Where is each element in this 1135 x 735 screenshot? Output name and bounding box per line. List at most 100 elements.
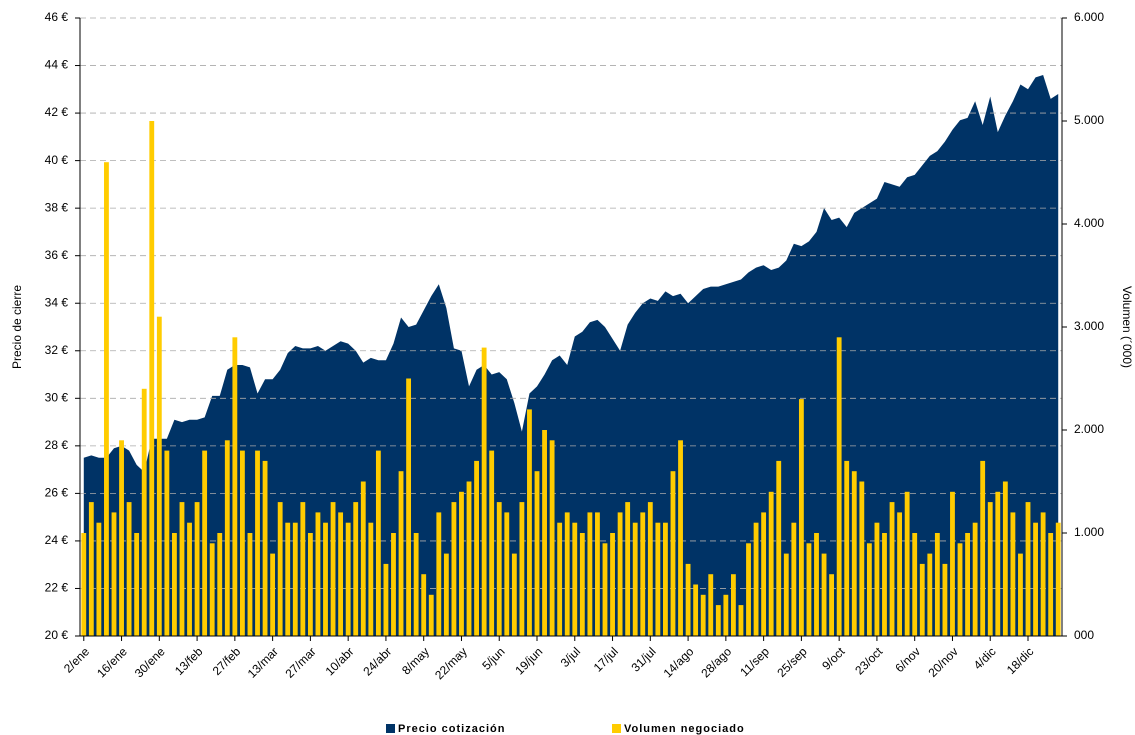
x-tick-label: 6/nov <box>892 644 923 675</box>
volume-bar <box>134 533 140 636</box>
volume-bar <box>980 460 986 636</box>
x-tick-label: 24/abr <box>360 644 394 678</box>
volume-bar <box>413 533 419 636</box>
volume-bar <box>421 574 427 636</box>
y2-tick-label: 5.000 <box>1074 113 1104 127</box>
x-tick-label: 28/ago <box>698 644 734 680</box>
volume-bar <box>557 522 563 636</box>
volume-bar <box>934 533 940 636</box>
volume-bar <box>217 533 223 636</box>
volume-bar <box>549 440 555 636</box>
volume-bar <box>481 347 487 636</box>
volume-bar <box>504 512 510 636</box>
volume-bar <box>942 563 948 636</box>
volume-bar <box>247 533 253 636</box>
volume-bar <box>987 502 993 636</box>
x-tick-label: 25/sep <box>774 644 810 680</box>
y-tick-label: 20 € <box>45 628 69 642</box>
volume-bar <box>81 533 87 636</box>
volume-bar <box>209 543 215 636</box>
volume-bar <box>572 522 578 636</box>
legend-swatch <box>612 724 621 733</box>
x-tick-label: 14/ago <box>661 644 697 680</box>
volume-bar <box>851 471 857 636</box>
y-tick-label: 32 € <box>45 343 69 357</box>
volume-bar <box>602 543 608 636</box>
volume-bar <box>972 522 978 636</box>
volume-bar <box>172 533 177 636</box>
x-tick-label: 9/oct <box>819 644 848 673</box>
x-tick-label: 30/ene <box>132 644 168 680</box>
volume-bar <box>96 522 102 636</box>
volume-bar <box>950 491 955 636</box>
volume-bar <box>511 553 517 636</box>
volume-bar <box>882 533 887 636</box>
volume-bar <box>164 450 170 636</box>
price-area <box>83 75 1059 637</box>
x-tick-label: 4/dic <box>971 644 999 672</box>
y2-tick-label: 000 <box>1074 628 1094 642</box>
volume-bar <box>640 512 646 636</box>
volume-bar <box>1002 481 1008 636</box>
volume-bar <box>776 460 782 636</box>
volume-bar <box>285 522 291 636</box>
volume-bar <box>1018 553 1023 636</box>
volume-bar <box>663 522 668 636</box>
volume-bar <box>104 162 109 636</box>
volume-bar <box>156 316 162 636</box>
legend-swatch <box>386 724 395 733</box>
volume-bar <box>119 440 124 636</box>
volume-bar <box>814 533 819 636</box>
volume-bar <box>647 502 653 636</box>
x-tick-label: 27/mar <box>282 644 318 680</box>
y2-tick-label: 3.000 <box>1074 319 1104 333</box>
y-tick-label: 42 € <box>45 105 69 119</box>
y2-tick-label: 1.000 <box>1074 525 1104 539</box>
volume-bar <box>821 553 827 636</box>
x-tick-label: 16/ene <box>94 644 130 680</box>
y-tick-label: 38 € <box>45 200 69 214</box>
volume-bar <box>239 450 245 636</box>
y-tick-label: 36 € <box>45 248 69 262</box>
volume-bar <box>443 553 449 636</box>
volume-bar <box>874 522 880 636</box>
volume-bar <box>927 553 933 636</box>
y-tick-label: 46 € <box>45 10 69 24</box>
x-tick-label: 17/jul <box>591 644 621 674</box>
volume-bar <box>806 543 812 636</box>
x-tick-label: 11/sep <box>737 644 772 679</box>
x-tick-label: 10/abr <box>323 644 357 678</box>
volume-bar <box>708 574 714 636</box>
volume-bar <box>459 491 464 636</box>
volume-bar <box>141 388 147 636</box>
volume-bar <box>111 512 117 636</box>
volume-bar <box>187 522 192 636</box>
y-axis-title: Precio de cierre <box>10 285 24 369</box>
y-tick-label: 34 € <box>45 295 69 309</box>
volume-bar <box>685 563 691 636</box>
volume-bar <box>678 440 683 636</box>
volume-bar <box>270 553 276 636</box>
volume-bar <box>610 533 615 636</box>
volume-bar <box>844 460 850 636</box>
volume-bar <box>1033 522 1038 636</box>
volume-bar <box>527 409 532 636</box>
volume-bar <box>436 512 442 636</box>
volume-bar <box>1025 502 1031 636</box>
volume-bar <box>1048 533 1054 636</box>
volume-bar <box>768 491 774 636</box>
volume-bar <box>753 522 759 636</box>
volume-bar <box>300 502 306 636</box>
volume-bar <box>595 512 600 636</box>
volume-bar <box>451 502 457 636</box>
volume-bar <box>255 450 260 636</box>
volume-bar <box>202 450 208 636</box>
y-tick-label: 44 € <box>45 58 69 72</box>
y-tick-label: 24 € <box>45 533 69 547</box>
y2-axis-title: Volumen (´000) <box>1120 286 1134 368</box>
volume-bar <box>277 502 283 636</box>
volume-bar <box>1040 512 1046 636</box>
volume-bar <box>474 460 479 636</box>
volume-bar <box>542 430 547 636</box>
